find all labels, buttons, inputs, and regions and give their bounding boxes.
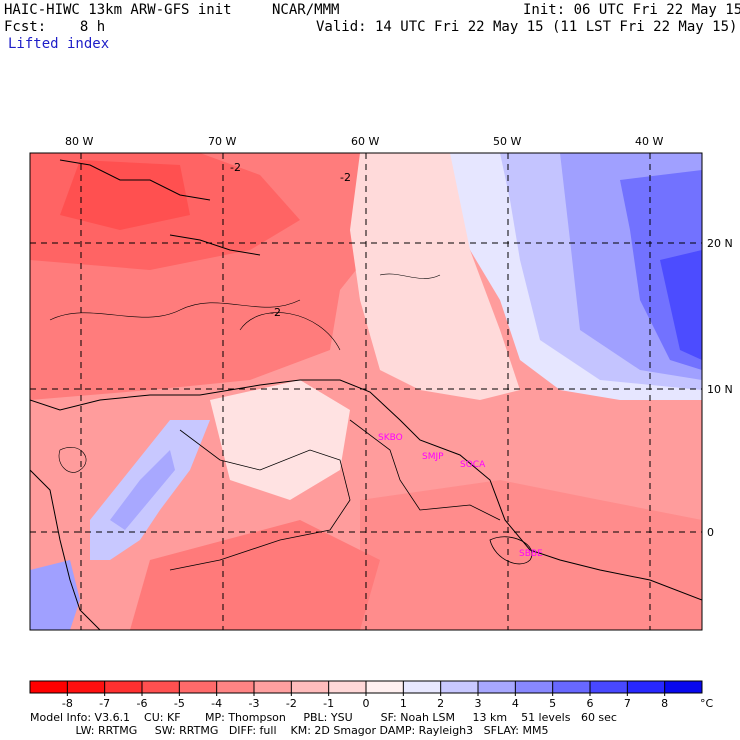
coastline <box>30 469 101 630</box>
station-label: SBBE <box>519 549 543 559</box>
colorbar-swatch <box>664 681 703 693</box>
colorbar-tick-label: -1 <box>323 697 334 710</box>
colorbar-swatch <box>627 681 666 693</box>
lon-label: 50 W <box>493 135 521 148</box>
contour <box>489 536 533 565</box>
lat-label: 10 N <box>707 383 733 396</box>
colorbar-swatch <box>478 681 516 693</box>
colorbar-swatch <box>142 681 180 693</box>
contour <box>379 273 441 279</box>
colorbar-tick-label: -3 <box>249 697 260 710</box>
colorbar-swatch <box>67 681 106 693</box>
colorbar-tick-label: 3 <box>475 697 482 710</box>
init-time: Init: 06 UTC Fri 22 May 15 <box>523 2 740 18</box>
model-title: HAIC-HIWC 13km ARW-GFS init <box>4 2 232 18</box>
contour <box>49 299 301 321</box>
map-frame <box>29 152 703 631</box>
lon-label: 60 W <box>351 135 379 148</box>
org-label: NCAR/MMM <box>272 2 340 18</box>
colorbar-tick-label: -8 <box>62 697 73 710</box>
lat-label: 0 <box>707 526 714 539</box>
colorbar-tick-label: 2 <box>437 697 444 710</box>
colorbar-tick-label: 5 <box>549 697 556 710</box>
coastline <box>30 379 702 601</box>
contour <box>58 447 87 473</box>
coastline <box>169 234 261 256</box>
colorbar-tick-label: -5 <box>174 697 185 710</box>
colorbar-tick-label: 4 <box>512 697 519 710</box>
colorbar-swatch <box>216 681 255 693</box>
colorbar-swatch <box>30 681 68 693</box>
colorbar-swatch <box>515 681 554 693</box>
contour <box>239 312 341 351</box>
lon-label: 40 W <box>635 135 663 148</box>
forecast-hour: Fcst: 8 h <box>4 19 106 35</box>
colorbar-swatch <box>291 681 330 693</box>
colorbar-tick-label: -2 <box>286 697 297 710</box>
colorbar-unit: °C <box>700 697 714 710</box>
colorbar-tick-label: -7 <box>99 697 110 710</box>
colorbar-swatch <box>328 681 367 693</box>
colorbar-tick-label: 8 <box>661 697 668 710</box>
contour-label: -2 <box>340 171 351 184</box>
field-name: Lifted index <box>8 36 110 52</box>
model-info-line1: Model Info: V3.6.1 CU: KF MP: Thompson P… <box>30 711 617 724</box>
colorbar-swatch <box>254 681 292 693</box>
station-label: SKBO <box>378 433 403 443</box>
model-info-line2: LW: RRTMG SW: RRTMG DIFF: full KM: 2D Sm… <box>30 724 549 737</box>
colorbar-swatch <box>552 681 591 693</box>
coastline <box>59 159 211 201</box>
colorbar-swatch <box>104 681 143 693</box>
colorbar-swatch <box>403 681 442 693</box>
lon-label: 70 W <box>208 135 236 148</box>
colorbar-tick-label: 7 <box>624 697 631 710</box>
colorbar-tick-label: -4 <box>211 697 222 710</box>
contour-label: -2 <box>230 161 241 174</box>
contour-label: -2 <box>270 306 281 319</box>
colorbar-tick-label: 1 <box>400 697 407 710</box>
lon-label: 80 W <box>65 135 93 148</box>
lat-lon-grid <box>30 153 702 630</box>
colorbar-swatch <box>366 681 404 693</box>
station-label: SMJP <box>422 452 444 462</box>
colorbar-swatch <box>440 681 479 693</box>
border <box>349 419 501 521</box>
valid-time: Valid: 14 UTC Fri 22 May 15 (11 LST Fri … <box>316 19 738 35</box>
colorbar-tick-label: 6 <box>587 697 594 710</box>
border <box>169 429 351 571</box>
lat-label: 20 N <box>707 237 733 250</box>
colorbar-swatch <box>590 681 628 693</box>
colorbar-tick-label: 0 <box>363 697 370 710</box>
colorbar-tick-label: -6 <box>137 697 148 710</box>
station-label: SOCA <box>460 460 486 470</box>
colorbar-swatch <box>179 681 218 693</box>
colorbar: -8 -7 -6 -5 -4 -3 -2 -1 0 1 2 3 4 5 6 7 8 °C <box>29 680 714 710</box>
